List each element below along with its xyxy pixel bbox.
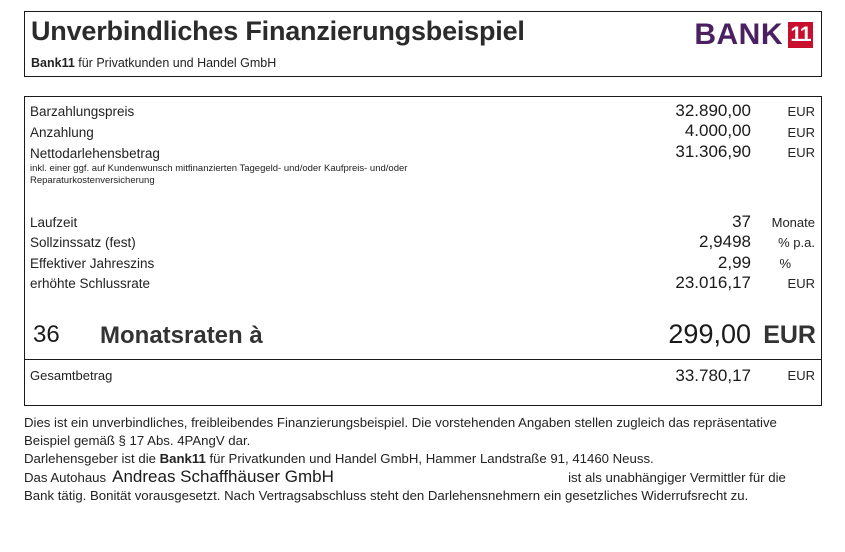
installment-label: Monatsraten à — [100, 322, 263, 349]
lender-address: für Privatkunden und Handel GmbH, Hammer… — [205, 451, 654, 466]
unit-final-installment: EUR — [787, 276, 815, 291]
value-final-installment: 23.016,17 — [675, 273, 751, 292]
label-down-payment: Anzahlung — [30, 125, 94, 140]
disclaimer-line-5: Bank tätig. Bonität vorausgesetzt. Nach … — [24, 488, 749, 503]
value-cash-price: 32.890,00 — [675, 101, 751, 120]
lender-name: Bank11 — [31, 56, 75, 70]
installment-count: 36 — [33, 321, 60, 348]
installment-unit: EUR — [763, 321, 816, 349]
dealer-name: Andreas Schaffhäuser GmbH — [112, 467, 334, 486]
logo-text: BANK — [694, 18, 783, 51]
legal-disclaimer: Dies ist ein unverbindliches, freibleibe… — [24, 414, 824, 505]
unit-cash-price: EUR — [787, 104, 815, 119]
lender-suffix: für Privatkunden und Handel GmbH — [74, 56, 277, 70]
disclaimer-line-2: Beispiel gemäß § 17 Abs. 4PAngV dar. — [24, 433, 251, 448]
value-net-loan: 31.306,90 — [675, 142, 751, 161]
unit-term: Monate — [771, 215, 815, 230]
disclaimer-line-1: Dies ist ein unverbindliches, freibleibe… — [24, 415, 777, 430]
label-term: Laufzeit — [30, 215, 78, 230]
label-total: Gesamtbetrag — [30, 368, 113, 383]
dealer-intro: Das Autohaus — [24, 470, 107, 485]
net-loan-note: inkl. einer ggf. auf Kundenwunsch mitfin… — [30, 163, 408, 186]
lender-name-bold: Bank11 — [159, 451, 206, 466]
label-effective-rate: Effektiver Jahreszins — [30, 256, 155, 271]
value-down-payment: 4.000,00 — [684, 121, 751, 140]
lender-subtitle: Bank11 für Privatkunden und Handel GmbH — [31, 56, 276, 70]
value-borrowing-rate: 2,9498 — [699, 232, 751, 251]
lender-intro: Darlehensgeber ist die — [24, 451, 160, 466]
financing-details-box: Barzahlungspreis 32.890,00 EUR Anzahlung… — [24, 96, 822, 406]
disclaimer-line-4: Das Autohaus Andreas Schaffhäuser GmbH ist… — [24, 468, 824, 487]
label-final-installment: erhöhte Schlussrate — [30, 276, 151, 291]
dealer-role: ist als unabhängiger Vermittler für die — [568, 470, 786, 485]
page-title: Unverbindliches Finanzierungsbeispiel — [31, 16, 525, 46]
unit-total: EUR — [787, 368, 815, 383]
value-total: 33.780,17 — [675, 366, 751, 385]
header-box: Unverbindliches Finanzierungsbeispiel Ba… — [24, 11, 822, 77]
logo-badge-icon: 11 — [788, 22, 813, 48]
value-effective-rate: 2,99 — [717, 253, 751, 272]
unit-borrowing-rate: % p.a. — [778, 235, 815, 250]
unit-down-payment: EUR — [787, 125, 815, 140]
bank11-logo: BANK 11 — [694, 18, 813, 52]
divider — [25, 359, 821, 360]
disclaimer-line-3: Darlehensgeber ist die Bank11 für Privat… — [24, 450, 824, 468]
unit-effective-rate: % — [779, 256, 791, 271]
value-term: 37 — [732, 212, 751, 231]
label-borrowing-rate: Sollzinssatz (fest) — [30, 235, 136, 250]
unit-net-loan: EUR — [787, 145, 815, 160]
installment-amount: 299,00 — [668, 319, 751, 349]
label-cash-price: Barzahlungspreis — [30, 104, 135, 119]
label-net-loan: Nettodarlehensbetrag — [30, 146, 160, 161]
